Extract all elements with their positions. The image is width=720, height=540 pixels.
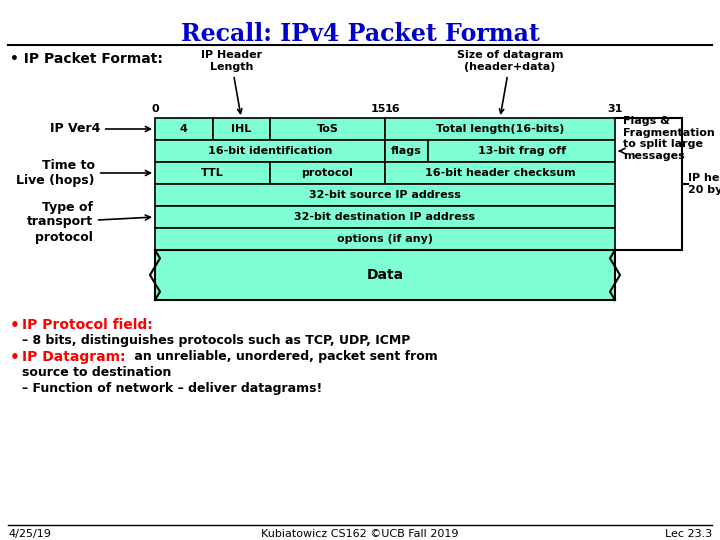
Text: 32-bit source IP address: 32-bit source IP address <box>309 190 461 200</box>
Bar <box>428 140 615 162</box>
Text: IP Header
Length: IP Header Length <box>201 50 262 113</box>
Bar <box>155 118 212 140</box>
Text: Recall: IPv4 Packet Format: Recall: IPv4 Packet Format <box>181 22 539 46</box>
Text: 16-bit header checksum: 16-bit header checksum <box>425 168 575 178</box>
Text: Data: Data <box>366 268 404 282</box>
Text: source to destination: source to destination <box>22 366 171 379</box>
Text: – Function of network – deliver datagrams!: – Function of network – deliver datagram… <box>22 382 323 395</box>
Text: 4/25/19: 4/25/19 <box>8 529 51 539</box>
Text: IP Protocol field:: IP Protocol field: <box>22 318 153 332</box>
Text: IHL: IHL <box>231 124 251 134</box>
Bar <box>212 118 270 140</box>
Text: 4: 4 <box>180 124 188 134</box>
Text: Time to
Live (hops): Time to Live (hops) <box>17 159 150 187</box>
Bar <box>155 184 615 206</box>
Text: 16: 16 <box>384 104 400 114</box>
Text: Kubiatowicz CS162 ©UCB Fall 2019: Kubiatowicz CS162 ©UCB Fall 2019 <box>261 529 459 539</box>
Bar <box>155 206 615 228</box>
Bar <box>155 228 615 250</box>
Text: • IP Packet Format:: • IP Packet Format: <box>10 52 163 66</box>
Text: 15: 15 <box>370 104 386 114</box>
Text: an unreliable, unordered, packet sent from: an unreliable, unordered, packet sent fr… <box>130 350 438 363</box>
Bar <box>270 118 385 140</box>
Text: 16-bit identification: 16-bit identification <box>208 146 332 156</box>
Text: 31: 31 <box>607 104 623 114</box>
Text: 13-bit frag off: 13-bit frag off <box>477 146 566 156</box>
Bar <box>155 162 270 184</box>
Text: Size of datagram
(header+data): Size of datagram (header+data) <box>456 50 563 113</box>
Bar <box>385 162 615 184</box>
Text: Flags &
Fragmentation
to split large
messages: Flags & Fragmentation to split large mes… <box>623 116 715 161</box>
Text: IP header
20 bytes: IP header 20 bytes <box>688 173 720 195</box>
Text: TTL: TTL <box>201 168 224 178</box>
Text: Total length(16-bits): Total length(16-bits) <box>436 124 564 134</box>
Text: •: • <box>10 350 20 365</box>
Text: •: • <box>10 318 20 333</box>
Text: protocol: protocol <box>302 168 354 178</box>
Text: flags: flags <box>391 146 422 156</box>
Bar <box>270 162 385 184</box>
Text: IP Ver4: IP Ver4 <box>50 123 150 136</box>
Text: options (if any): options (if any) <box>337 234 433 244</box>
Bar <box>385 118 615 140</box>
Bar <box>155 140 385 162</box>
Text: 0: 0 <box>151 104 159 114</box>
Text: – 8 bits, distinguishes protocols such as TCP, UDP, ICMP: – 8 bits, distinguishes protocols such a… <box>22 334 410 347</box>
Text: ToS: ToS <box>317 124 338 134</box>
Text: Type of
transport
protocol: Type of transport protocol <box>27 200 150 244</box>
Bar <box>155 250 615 300</box>
Text: 32-bit destination IP address: 32-bit destination IP address <box>294 212 475 222</box>
Text: IP Datagram:: IP Datagram: <box>22 350 125 364</box>
Bar <box>385 140 428 162</box>
Text: Lec 23.3: Lec 23.3 <box>665 529 712 539</box>
